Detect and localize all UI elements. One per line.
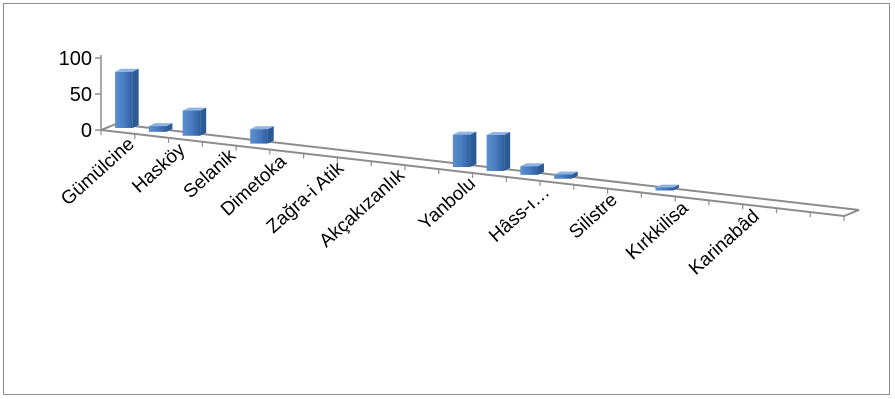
bar-side <box>470 131 477 168</box>
bar-front <box>655 187 674 191</box>
y-tick-label: 0 <box>81 120 92 142</box>
bar-top <box>486 131 511 135</box>
bar-front <box>554 174 572 179</box>
bar-side <box>166 123 173 132</box>
bar-side <box>132 68 139 128</box>
bar-top <box>250 126 274 130</box>
y-tick-label: 50 <box>70 84 92 106</box>
chart-floor <box>100 122 860 218</box>
bar-top <box>554 171 578 175</box>
bar-front <box>148 126 167 132</box>
bar-side <box>673 184 680 191</box>
bar <box>520 163 544 175</box>
bar-chart: 050100GümülcineHasköySelanikDimetokaZağr… <box>57 48 860 280</box>
bar-side <box>571 171 578 179</box>
bar-side <box>537 163 544 175</box>
bar <box>452 131 477 168</box>
x-category-label: Gümülcine <box>57 134 139 210</box>
x-category-label: Karinabâd <box>685 206 763 280</box>
x-category-label: Silistre <box>565 190 621 244</box>
bar-front <box>250 129 268 144</box>
bar-front <box>182 110 201 136</box>
bar <box>182 107 207 136</box>
chart-frame: 0 50 100 Gümülcine Hasköy Selanik Dimetoka Zağr… <box>3 3 890 395</box>
bar-side <box>504 131 511 171</box>
x-category-label: Yanbolu <box>415 173 480 234</box>
bar-top <box>452 131 477 135</box>
bar-top <box>115 68 139 72</box>
bar <box>655 184 680 191</box>
x-category-label: Kırkkilisa <box>622 197 693 264</box>
bar-side <box>267 126 274 144</box>
bar <box>554 171 578 179</box>
bar-front <box>520 166 538 175</box>
bar-top <box>655 184 680 188</box>
bar-side <box>200 107 207 136</box>
bar <box>486 131 511 171</box>
bar-top <box>182 107 207 111</box>
bar <box>148 123 173 132</box>
bar <box>115 68 139 128</box>
bar-front <box>452 134 471 168</box>
bar-front <box>486 134 505 171</box>
bar <box>250 126 274 144</box>
y-tick-label: 100 <box>59 48 92 70</box>
bar-top <box>148 123 173 127</box>
bar-front <box>115 71 133 128</box>
x-category-label: Hâss-ı… <box>485 182 554 247</box>
bar-top <box>520 163 544 167</box>
